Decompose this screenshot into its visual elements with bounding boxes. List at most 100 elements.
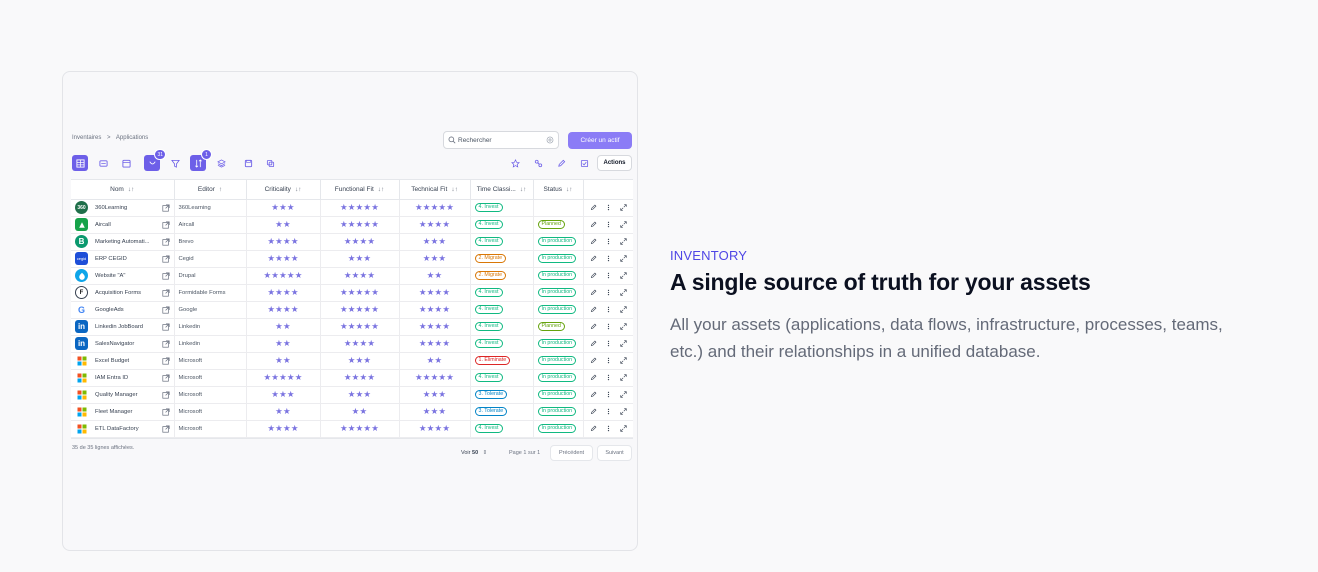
cell-criticality[interactable]: ★★ — [246, 403, 321, 421]
cell-name[interactable]: ETL DataFactory — [71, 420, 175, 438]
more-vertical-icon[interactable] — [605, 425, 612, 432]
cell-technical-fit[interactable]: ★★ — [399, 267, 471, 285]
column-header-name[interactable]: Nom ↓↑ — [71, 180, 175, 200]
cell-functional-fit[interactable]: ★★★ — [320, 250, 400, 268]
cell-time-classification[interactable]: 4. Invest — [470, 216, 534, 234]
cell-criticality[interactable]: ★★★★★ — [246, 369, 321, 387]
cell-technical-fit[interactable]: ★★★ — [399, 403, 471, 421]
more-vertical-icon[interactable] — [605, 221, 612, 228]
asset-name[interactable]: Linkedin JobBoard — [95, 323, 144, 330]
cell-technical-fit[interactable]: ★★★★ — [399, 301, 471, 319]
external-link-icon[interactable] — [161, 407, 170, 416]
table-row[interactable]: Fleet Manager Microsoft ★★ ★★ ★★★ 3. Tolerate… — [71, 403, 633, 421]
search-input[interactable] — [458, 135, 544, 146]
external-link-icon[interactable] — [161, 339, 170, 348]
cell-name[interactable]: in SalesNavigator — [71, 335, 175, 353]
table-row[interactable]: in SalesNavigator Linkedin ★★ ★★★★ ★★★★ 4. Inv… — [71, 335, 633, 353]
expand-icon[interactable] — [620, 204, 627, 211]
edit-row-pencil-icon[interactable] — [590, 221, 597, 228]
more-vertical-icon[interactable] — [605, 323, 612, 330]
table-row[interactable]: IAM Entra ID Microsoft ★★★★★ ★★★★ ★★★★★ 4. In… — [71, 369, 633, 387]
cell-status[interactable]: In production — [533, 403, 584, 421]
create-asset-button[interactable]: Créer un actif — [568, 132, 632, 149]
cell-functional-fit[interactable]: ★★★ — [320, 352, 400, 370]
cell-time-classification[interactable]: 4. Invest — [470, 318, 534, 336]
expand-icon[interactable] — [620, 306, 627, 313]
cell-criticality[interactable]: ★★★★★ — [246, 267, 321, 285]
cell-name[interactable]: 360 360Learning — [71, 199, 175, 217]
cell-name[interactable]: IAM Entra ID — [71, 369, 175, 387]
cell-status[interactable]: In production — [533, 420, 584, 438]
filter-button[interactable] — [167, 155, 183, 171]
table-row[interactable]: B Marketing Automati... Brevo ★★★★ ★★★★ ★★★ 4.… — [71, 233, 633, 251]
column-header-criticality[interactable]: Criticality ↓↑ — [246, 180, 321, 200]
cell-time-classification[interactable]: 2. Migrate — [470, 267, 534, 285]
cell-status[interactable]: In production — [533, 284, 584, 302]
edit-row-pencil-icon[interactable] — [590, 357, 597, 364]
cell-functional-fit[interactable]: ★★★ — [320, 386, 400, 404]
cell-criticality[interactable]: ★★ — [246, 352, 321, 370]
column-header-time-classification[interactable]: Time Classi... ↓↑ — [470, 180, 534, 200]
calendar-view-button[interactable] — [118, 155, 134, 171]
cell-status[interactable]: In production — [533, 352, 584, 370]
cell-status[interactable]: In production — [533, 250, 584, 268]
column-header-functional-fit[interactable]: Functional Fit ↓↑ — [320, 180, 400, 200]
select-button[interactable] — [576, 155, 592, 171]
cell-functional-fit[interactable]: ★★★★★ — [320, 301, 400, 319]
more-vertical-icon[interactable] — [605, 374, 612, 381]
asset-name[interactable]: ETL DataFactory — [95, 425, 139, 432]
cell-functional-fit[interactable]: ★★★★ — [320, 267, 400, 285]
expand-icon[interactable] — [620, 272, 627, 279]
edit-row-pencil-icon[interactable] — [590, 323, 597, 330]
external-link-icon[interactable] — [161, 220, 170, 229]
cell-technical-fit[interactable]: ★★★ — [399, 233, 471, 251]
search-settings-icon[interactable] — [546, 136, 554, 144]
asset-name[interactable]: Aircall — [95, 221, 111, 228]
cell-time-classification[interactable]: 4. Invest — [470, 335, 534, 353]
cell-time-classification[interactable]: 1. Eliminate — [470, 352, 534, 370]
cell-name[interactable]: Website "A" — [71, 267, 175, 285]
cell-status[interactable]: Planned — [533, 216, 584, 234]
expand-icon[interactable] — [620, 340, 627, 347]
previous-page-button[interactable]: Précédent — [550, 444, 593, 461]
cell-name[interactable]: G GoogleAds — [71, 301, 175, 319]
cell-functional-fit[interactable]: ★★★★★ — [320, 199, 400, 217]
copy-view-button[interactable] — [262, 155, 278, 171]
cell-functional-fit[interactable]: ★★★★ — [320, 335, 400, 353]
cell-functional-fit[interactable]: ★★ — [320, 403, 400, 421]
cell-status[interactable]: In production — [533, 386, 584, 404]
search-box[interactable] — [443, 131, 559, 149]
expand-icon[interactable] — [620, 238, 627, 245]
cell-technical-fit[interactable]: ★★★★★ — [399, 369, 471, 387]
cell-criticality[interactable]: ★★ — [246, 318, 321, 336]
external-link-icon[interactable] — [161, 356, 170, 365]
cell-name[interactable]: Quality Manager — [71, 386, 175, 404]
favorite-button[interactable] — [507, 155, 523, 171]
asset-name[interactable]: IAM Entra ID — [95, 374, 129, 381]
column-header-status[interactable]: Status ↓↑ — [533, 180, 584, 200]
layers-button[interactable] — [213, 155, 229, 171]
edit-row-pencil-icon[interactable] — [590, 204, 597, 211]
expand-icon[interactable] — [620, 357, 627, 364]
cell-criticality[interactable]: ★★ — [246, 335, 321, 353]
table-row[interactable]: cegid ERP CEGID Cegid ★★★★ ★★★ ★★★ 2. Migrate I… — [71, 250, 633, 268]
cell-functional-fit[interactable]: ★★★★ — [320, 369, 400, 387]
more-vertical-icon[interactable] — [605, 306, 612, 313]
cell-name[interactable]: Aircall — [71, 216, 175, 234]
expand-icon[interactable] — [620, 255, 627, 262]
edit-row-pencil-icon[interactable] — [590, 408, 597, 415]
sort-button[interactable]: 1 — [190, 149, 212, 171]
expand-icon[interactable] — [620, 425, 627, 432]
cell-criticality[interactable]: ★★★ — [246, 199, 321, 217]
cell-technical-fit[interactable]: ★★★ — [399, 386, 471, 404]
cell-status[interactable]: In production — [533, 267, 584, 285]
table-row[interactable]: F Acquisition Forms Formidable Forms ★★★★ ★★… — [71, 284, 633, 302]
cell-functional-fit[interactable]: ★★★★★ — [320, 420, 400, 438]
cell-criticality[interactable]: ★★★★ — [246, 420, 321, 438]
external-link-icon[interactable] — [161, 305, 170, 314]
actions-button[interactable]: Actions — [597, 155, 632, 171]
table-row[interactable]: Aircall Aircall ★★ ★★★★★ ★★★★ 4. Invest Planne… — [71, 216, 633, 234]
asset-name[interactable]: Excel Budget — [95, 357, 130, 364]
cell-name[interactable]: Fleet Manager — [71, 403, 175, 421]
table-row[interactable]: 360 360Learning 360Learning ★★★ ★★★★★ ★★★★★ 4.… — [71, 199, 633, 217]
